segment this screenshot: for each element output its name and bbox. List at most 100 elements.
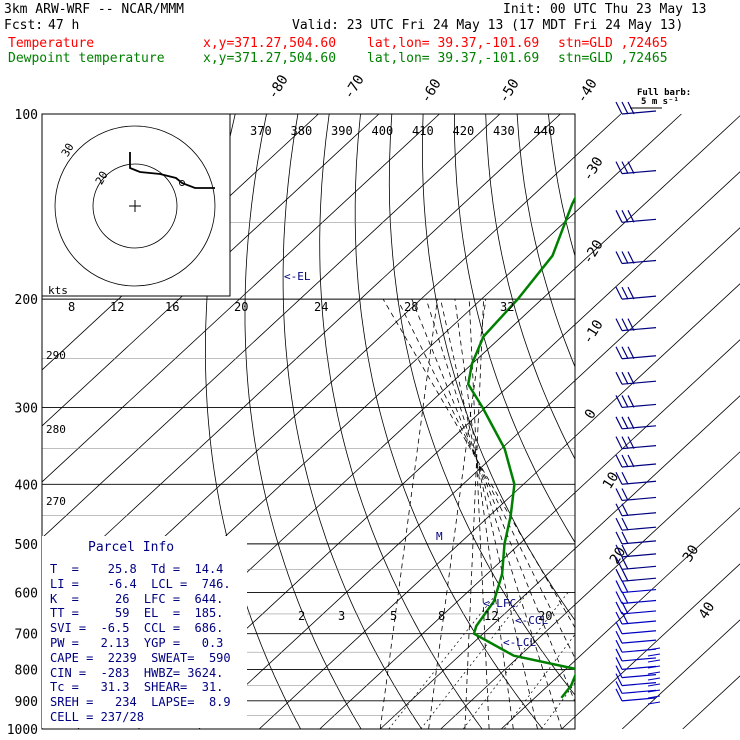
- isotherm-line: [500, 507, 740, 729]
- wind-barb-flag: [615, 557, 623, 570]
- wind-barb-flag: [615, 630, 623, 644]
- forecast-label: Fcst:: [4, 18, 44, 33]
- wind-barb-flag: [627, 416, 635, 430]
- pressure-label: 700: [15, 628, 38, 643]
- moist-adiabat-line: [425, 298, 563, 729]
- isotherm-line: [42, 113, 380, 427]
- isotherm-line: [319, 339, 740, 729]
- isotherm-label: 30: [680, 542, 703, 565]
- dewpoint-station: stn=GLD ,72465: [558, 51, 668, 66]
- wind-barb-flag: [627, 251, 635, 264]
- wind-barb-flag: [615, 210, 623, 223]
- wind-barb: [647, 677, 661, 681]
- mixing-ratio-line: [462, 592, 569, 729]
- hodograph-trace: [129, 152, 215, 189]
- dry-adiabat-line: [642, 114, 740, 729]
- wind-barb-flag: [627, 318, 635, 331]
- dewpoint-line: [466, 195, 575, 699]
- wind-barb-flag: [615, 580, 623, 593]
- upper-mixing-label: 32: [500, 300, 514, 314]
- wind-barb-flag: [621, 395, 629, 408]
- wind-barb: [647, 659, 661, 663]
- isotherm-label: -40: [574, 76, 601, 106]
- parcel-info-row: T = 25.8 Td = 14.4: [50, 562, 224, 576]
- hodograph-ring: [92, 163, 178, 249]
- parcel-info-row: LI = -6.4 LCL = 746.: [50, 576, 231, 591]
- isotherm-label: -50: [496, 76, 523, 106]
- lcl-marker: <-LCL: [503, 636, 536, 649]
- theta-e-label: 420: [453, 124, 475, 138]
- isotherm-line: [621, 619, 740, 729]
- isotherm-line: [42, 113, 501, 539]
- wind-barb-flag: [615, 657, 623, 670]
- pressure-label: 1000: [7, 723, 38, 738]
- wind-barb-flag: [615, 471, 623, 485]
- wind-barb: [621, 630, 657, 635]
- parcel-info-row: CELL = 237/28: [50, 710, 144, 724]
- wind-barb-flag: [627, 454, 635, 468]
- upper-mixing-label: 12: [110, 300, 124, 314]
- wind-barb-flag: [615, 395, 623, 408]
- forecast-hour: 47 h: [48, 18, 80, 33]
- wind-barb-flag: [621, 346, 629, 360]
- parcel-info-title: Parcel Info: [88, 540, 175, 555]
- dewpoint-xy: x,y=371.27,504.60: [203, 51, 337, 66]
- wind-barb-flag: [615, 436, 623, 449]
- wind-barb-flag: [615, 601, 623, 615]
- wind-barb-flag: [621, 454, 629, 468]
- wind-barb-flag: [621, 161, 629, 174]
- moist-adiabat-line: [397, 298, 575, 659]
- wind-barb: [621, 639, 657, 644]
- wind-barb-flag: [621, 436, 629, 449]
- wind-barb-flag: [615, 591, 623, 604]
- wind-barb: [647, 671, 661, 675]
- wind-barb-flag: [615, 488, 623, 501]
- pressure-label: 400: [15, 478, 38, 493]
- isotherm-line: [561, 563, 740, 729]
- wind-legend-title: Full barb:: [637, 88, 691, 98]
- wind-barb-flag: [627, 371, 635, 385]
- upper-mixing-label: 8: [68, 300, 75, 314]
- moist-adiabat-line: [464, 299, 484, 729]
- isotherm-line: [379, 395, 740, 729]
- wind-barb-flag: [615, 161, 623, 174]
- wind-barb-flag: [615, 648, 623, 662]
- mixing-ratio-label: 2: [298, 609, 305, 623]
- mixing-ratio-label: 3: [338, 609, 345, 623]
- isotherm-label: -30: [580, 154, 607, 184]
- wind-legend-unit: 5 m s⁻¹: [641, 97, 679, 107]
- theta-e-label: 390: [331, 124, 353, 138]
- parcel-info-row: SVI = -6.5 CCL = 686.: [50, 621, 224, 636]
- wind-barb-flag: [615, 611, 623, 625]
- wind-barb: [647, 665, 661, 669]
- wind-barb-flag: [621, 286, 629, 300]
- m-marker: M: [436, 530, 443, 543]
- temperature-legend: Temperature: [8, 36, 95, 51]
- wind-barb-flag: [621, 568, 629, 582]
- isotherm-line: [198, 227, 740, 729]
- wind-barb-flag: [615, 688, 623, 702]
- isotherm-label: -70: [341, 72, 368, 102]
- isotherm-label: -60: [418, 76, 445, 106]
- dry-adiabat-line: [736, 114, 740, 729]
- parcel-info-row: K = 26 LFC = 644.: [50, 591, 224, 606]
- dry-adiabat-line: [580, 114, 740, 729]
- valid-time: Valid: 23 UTC Fri 24 May 13 (17 MDT Fri …: [292, 18, 684, 33]
- wind-barb-flag: [615, 639, 623, 653]
- isotherm-label: -80: [265, 72, 292, 102]
- wind-barb-flag: [627, 436, 635, 449]
- wind-barb-flag: [627, 210, 635, 223]
- temperature-station: stn=GLD ,72465: [558, 36, 668, 51]
- wind-barb-flag: [621, 601, 629, 615]
- dry-adiabat-line: [674, 114, 740, 729]
- dewpoint-legend: Dewpoint temperature: [8, 51, 165, 66]
- el-marker: <-EL: [284, 270, 311, 283]
- theta-e-label: 400: [372, 124, 394, 138]
- parcel-info-row: TT = 59 EL = 185.: [50, 606, 224, 621]
- hodograph-ring-label: 30: [59, 141, 77, 159]
- isotherm-label: 40: [696, 599, 719, 622]
- hodograph-storm-motion: [179, 180, 185, 186]
- isotherm-line: [137, 171, 740, 729]
- wind-barb-flag: [621, 251, 629, 264]
- wind-barb: [621, 697, 657, 702]
